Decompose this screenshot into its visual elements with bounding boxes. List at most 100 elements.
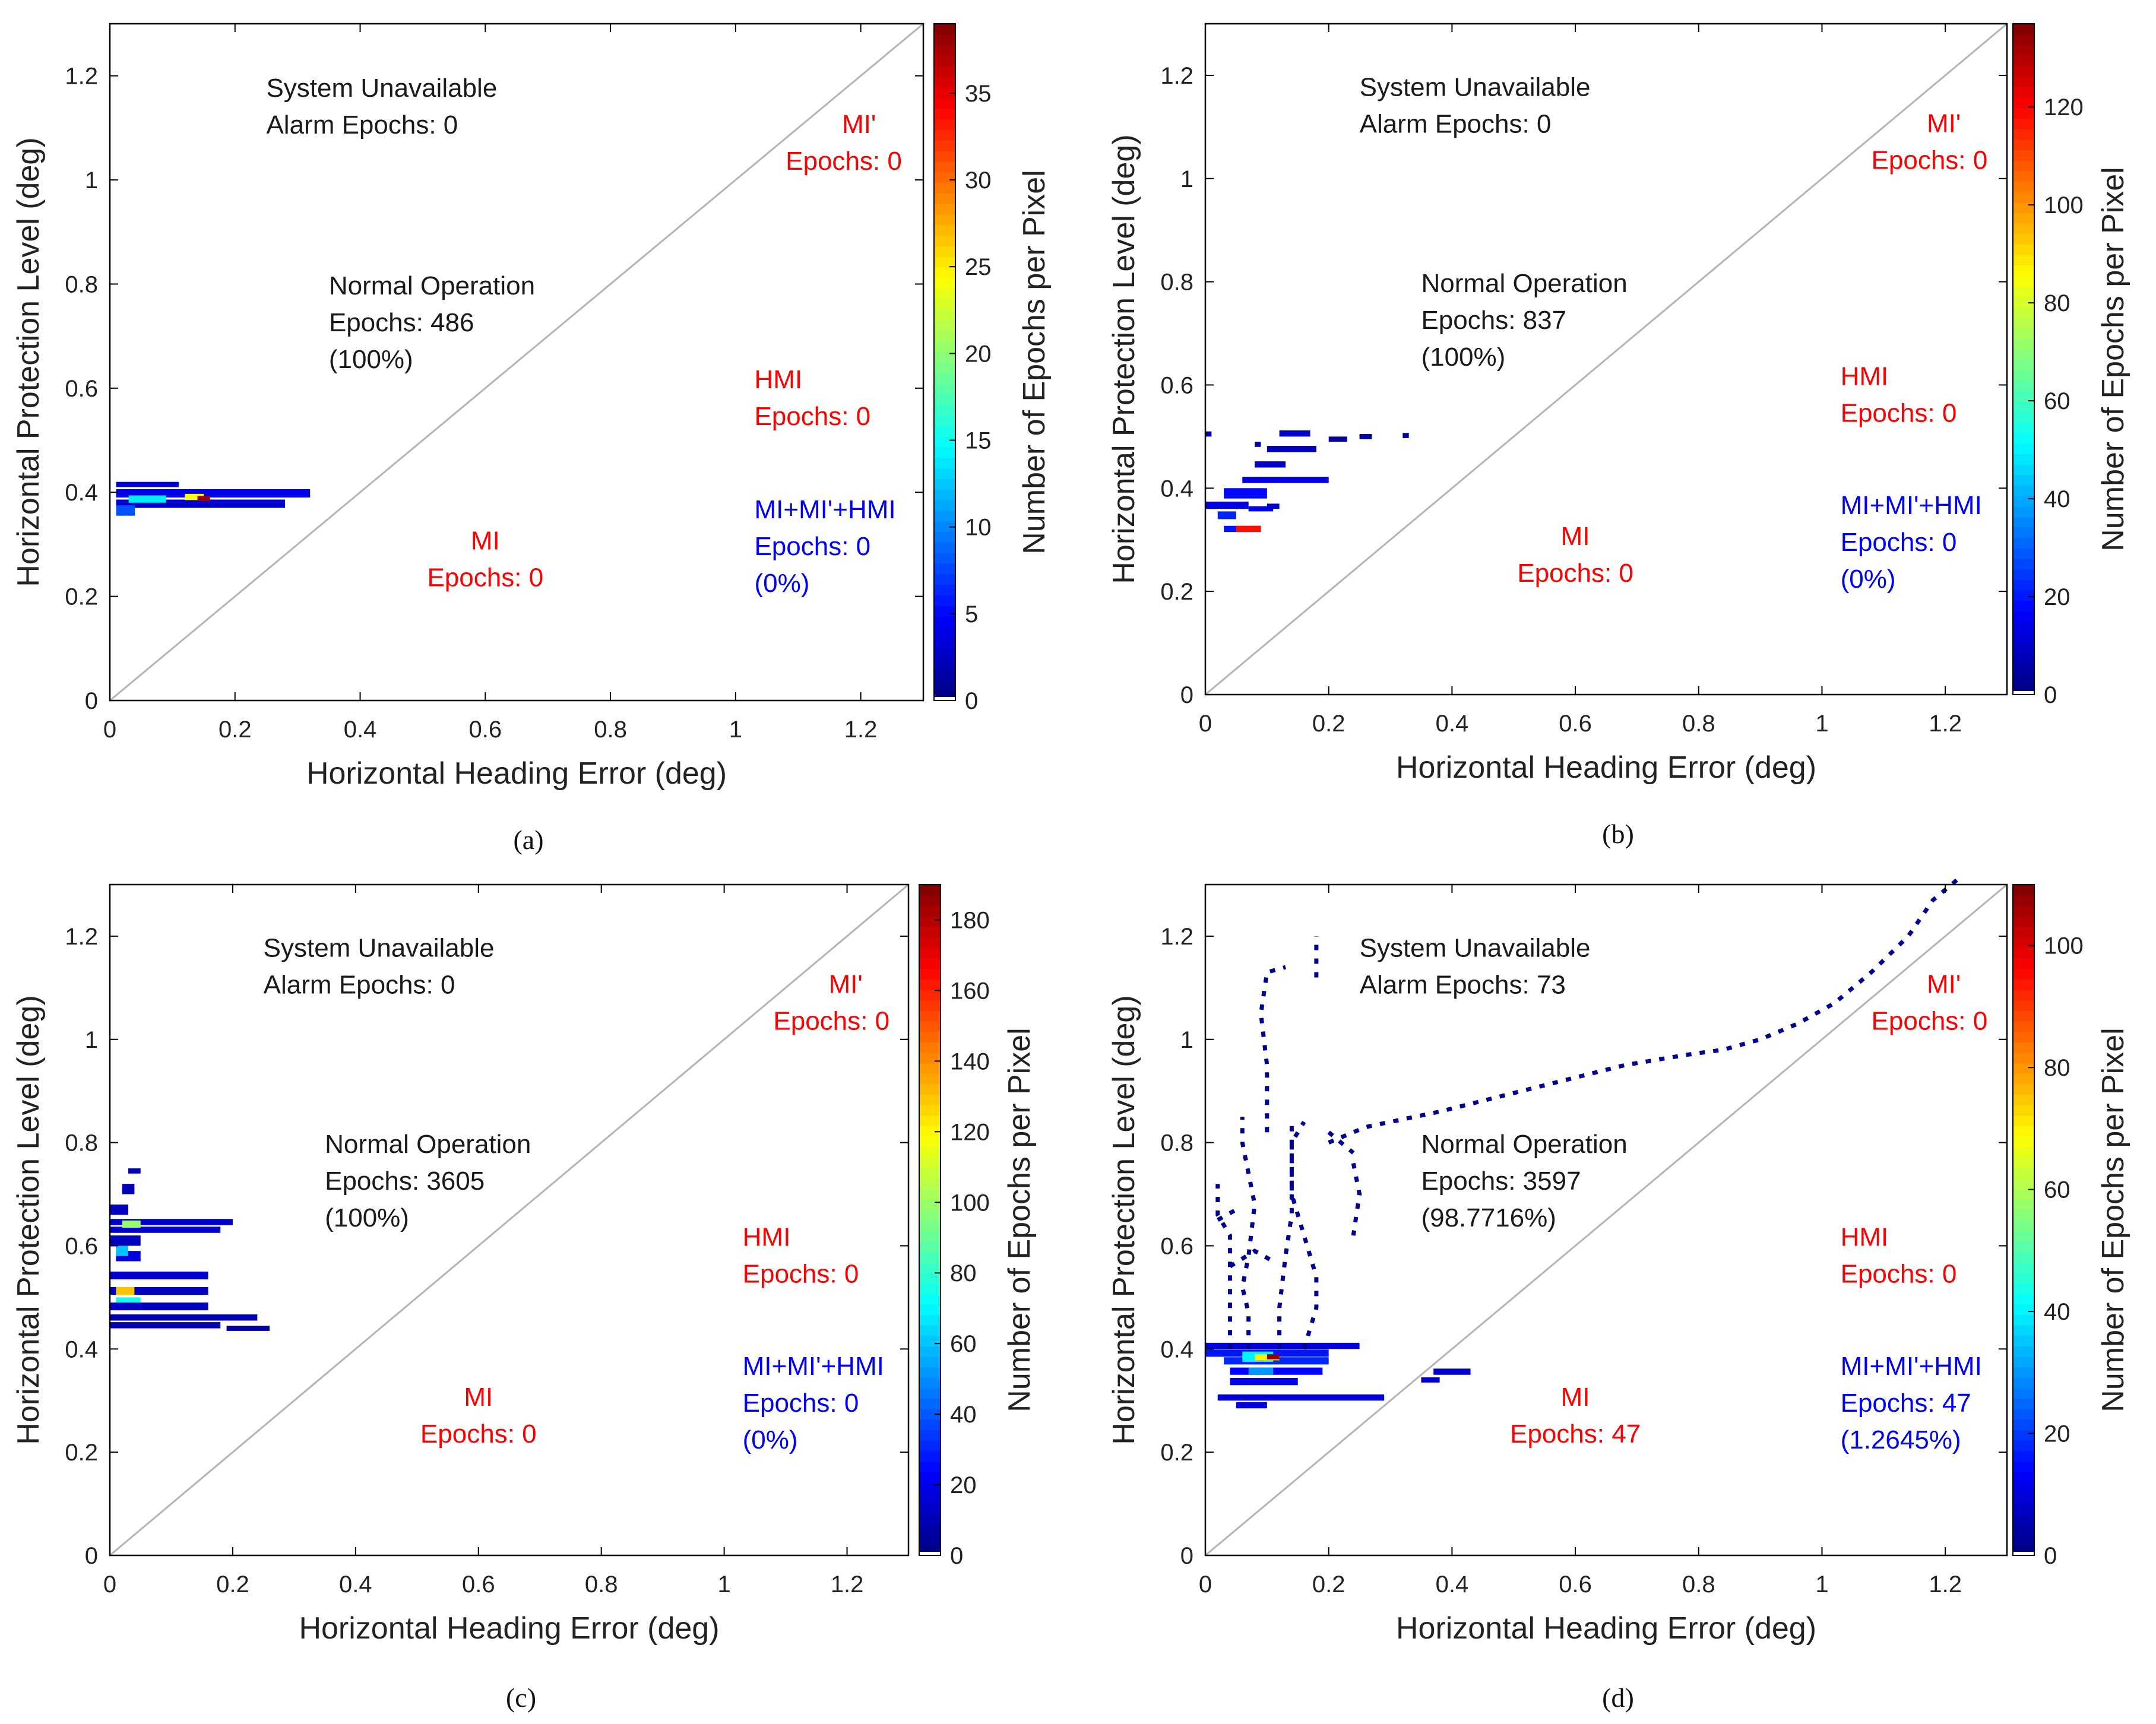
colorbar-segment bbox=[2013, 885, 2034, 896]
panel-caption: (a) bbox=[513, 825, 543, 855]
colorbar-tick-label: 120 bbox=[2044, 94, 2084, 121]
colorbar-segment bbox=[2013, 1419, 2034, 1431]
colorbar-segment bbox=[2013, 610, 2034, 622]
x-tick-label: 0 bbox=[103, 717, 116, 743]
colorbar-segment bbox=[919, 1356, 941, 1368]
colorbar-segment bbox=[919, 1324, 941, 1336]
colorbar-segment bbox=[934, 637, 955, 648]
density-cell bbox=[1236, 1402, 1267, 1409]
colorbar-segment bbox=[919, 1104, 941, 1116]
colorbar-segment bbox=[934, 457, 955, 469]
colorbar-segment bbox=[2013, 915, 2034, 927]
colorbar-segment bbox=[2013, 1209, 2034, 1221]
colorbar-segment bbox=[919, 1345, 941, 1357]
colorbar-segment bbox=[2013, 1136, 2034, 1148]
density-cell bbox=[1248, 506, 1274, 512]
colorbar-tick-label: 20 bbox=[950, 1472, 977, 1498]
colorbar-segment bbox=[2013, 422, 2034, 433]
colorbar-segment bbox=[2013, 1293, 2034, 1305]
y-tick-label: 1.2 bbox=[65, 924, 98, 950]
colorbar-segment bbox=[934, 616, 955, 628]
colorbar-segment bbox=[934, 235, 955, 247]
colorbar-segment bbox=[2013, 254, 2034, 266]
density-cell bbox=[1236, 525, 1261, 533]
normal-operation-annotation: Epochs: 486 bbox=[329, 308, 474, 337]
x-tick-label: 1 bbox=[729, 717, 742, 743]
x-tick-label: 0.6 bbox=[469, 717, 502, 743]
colorbar-tick-label: 100 bbox=[2044, 933, 2084, 959]
y-tick-label: 0.4 bbox=[1160, 1336, 1193, 1362]
colorbar-segment bbox=[919, 1126, 941, 1137]
y-tick-label: 0.6 bbox=[65, 1233, 98, 1259]
mi-total-annotation: (0%) bbox=[1841, 565, 1896, 594]
density-trace bbox=[1215, 1184, 1232, 1349]
colorbar-segment bbox=[2013, 1482, 2034, 1494]
colorbar-segment bbox=[934, 394, 955, 405]
colorbar-segment bbox=[2013, 160, 2034, 172]
colorbar-segment bbox=[934, 584, 955, 595]
colorbar-segment bbox=[2013, 286, 2034, 297]
y-tick-label: 0.2 bbox=[1160, 1440, 1193, 1466]
density-cell bbox=[185, 493, 204, 500]
system-unavailable-annotation: System Unavailable bbox=[1360, 73, 1591, 102]
colorbar-label: Number of Epochs per Pixel bbox=[2096, 167, 2130, 551]
colorbar-segment bbox=[934, 97, 955, 109]
mi-prime-annotation: MI' bbox=[1927, 970, 1961, 999]
colorbar-segment bbox=[2013, 569, 2034, 580]
hmi-annotation: Epochs: 0 bbox=[1841, 398, 1957, 427]
colorbar-segment bbox=[2013, 484, 2034, 496]
mi-prime-annotation: Epochs: 0 bbox=[1872, 146, 1988, 175]
hmi-annotation: HMI bbox=[1841, 1222, 1889, 1251]
colorbar-segment bbox=[934, 288, 955, 300]
colorbar-segment bbox=[919, 926, 941, 938]
colorbar-segment bbox=[2013, 621, 2034, 633]
normal-operation-annotation: (100%) bbox=[329, 345, 413, 374]
colorbar-segment bbox=[2013, 243, 2034, 255]
colorbar-tick-label: 0 bbox=[2044, 682, 2057, 708]
panel-b: 0 0.2 0.4 0.6 0.8 1 1.2 0 0.2 0.4 0.6 0.8 1 1.2 Horizo… bbox=[1107, 23, 2130, 849]
colorbar-tick-label: 0 bbox=[965, 688, 978, 714]
colorbar-segment bbox=[2013, 1000, 2034, 1011]
colorbar-segment bbox=[919, 1419, 941, 1431]
colorbar-segment bbox=[2013, 296, 2034, 308]
colorbar-segment bbox=[934, 521, 955, 532]
colorbar-segment bbox=[934, 446, 955, 458]
y-tick-label: 0.4 bbox=[65, 1336, 98, 1362]
density-cell bbox=[110, 1322, 221, 1329]
x-tick-label: 0.6 bbox=[462, 1571, 495, 1598]
x-tick-label: 0.4 bbox=[339, 1571, 372, 1598]
colorbar-frame bbox=[933, 23, 956, 701]
y-axis-label: Horizontal Protection Level (deg) bbox=[11, 137, 46, 587]
density-trace bbox=[1289, 1121, 1319, 1350]
colorbar-segment bbox=[919, 1367, 941, 1378]
colorbar-segment bbox=[2013, 432, 2034, 444]
y-tick-label: 1 bbox=[1180, 166, 1193, 192]
colorbar-segment bbox=[2013, 937, 2034, 948]
mi-prime-annotation: Epochs: 0 bbox=[786, 147, 902, 176]
panel-caption: (b) bbox=[1602, 819, 1634, 849]
colorbar-segment bbox=[2013, 1314, 2034, 1326]
x-tick-label: 0.2 bbox=[216, 1571, 249, 1598]
colorbar-segment bbox=[2013, 558, 2034, 570]
mi-annotation: MI bbox=[471, 527, 500, 556]
colorbar-tick-label: 30 bbox=[965, 167, 992, 194]
colorbar-segment bbox=[919, 1230, 941, 1242]
density-cell bbox=[1359, 434, 1372, 439]
colorbar-segment bbox=[2013, 1430, 2034, 1441]
colorbar-segment bbox=[2013, 1272, 2034, 1284]
colorbar-segment bbox=[2013, 453, 2034, 465]
density-cell bbox=[1267, 446, 1316, 452]
density-trace bbox=[1351, 1162, 1362, 1236]
mi-total-annotation: (1.2645%) bbox=[1841, 1425, 1961, 1454]
colorbar-segment bbox=[919, 895, 941, 907]
mi-total-annotation: MI+MI'+HMI bbox=[743, 1352, 884, 1381]
colorbar-segment bbox=[934, 436, 955, 448]
y-tick-label: 1 bbox=[85, 167, 98, 194]
colorbar-segment bbox=[919, 1000, 941, 1011]
colorbar-segment bbox=[919, 1387, 941, 1399]
colorbar-segment bbox=[2013, 1534, 2034, 1546]
density-trace bbox=[1240, 1117, 1257, 1349]
colorbar-segment bbox=[934, 531, 955, 543]
colorbar-segment bbox=[2013, 1335, 2034, 1346]
colorbar-segment bbox=[919, 1031, 941, 1042]
